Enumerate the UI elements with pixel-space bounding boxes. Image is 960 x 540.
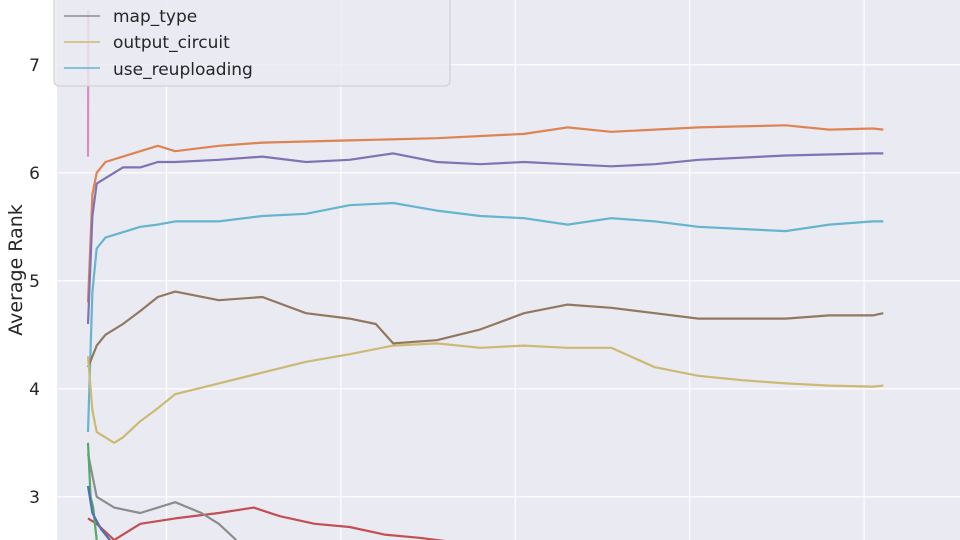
series-line-6 [86, 453, 237, 540]
y-tick-label: 6 [29, 164, 40, 184]
y-tick-label: 5 [29, 272, 40, 292]
y-tick-label: 4 [29, 380, 40, 400]
legend-label-output-circuit: output_circuit [113, 33, 230, 53]
legend-label-map-type: map_type [113, 7, 197, 27]
x-gridlines [165, 0, 865, 540]
series-line-1 [86, 152, 884, 325]
series-line-9 [86, 485, 112, 540]
series-line-3 [86, 290, 884, 368]
y-tick-labels: 3 4 5 6 7 [29, 56, 40, 508]
series-line-5 [87, 506, 446, 540]
series-layer [86, 10, 884, 540]
series-line-2 [86, 201, 884, 433]
y-tick-label: 3 [29, 488, 40, 508]
legend-label-use-reuploading: use_reuploading [113, 60, 253, 80]
plot-background [57, 0, 960, 540]
series-line-0 [86, 124, 884, 303]
series-line-4 [86, 342, 884, 444]
y-axis-label: Average Rank [5, 204, 27, 336]
legend: map_type output_circuit use_reuploading [53, 0, 451, 87]
y-tick-label: 7 [29, 56, 40, 76]
series-line-8 [86, 442, 98, 540]
legend-box [53, 0, 451, 87]
